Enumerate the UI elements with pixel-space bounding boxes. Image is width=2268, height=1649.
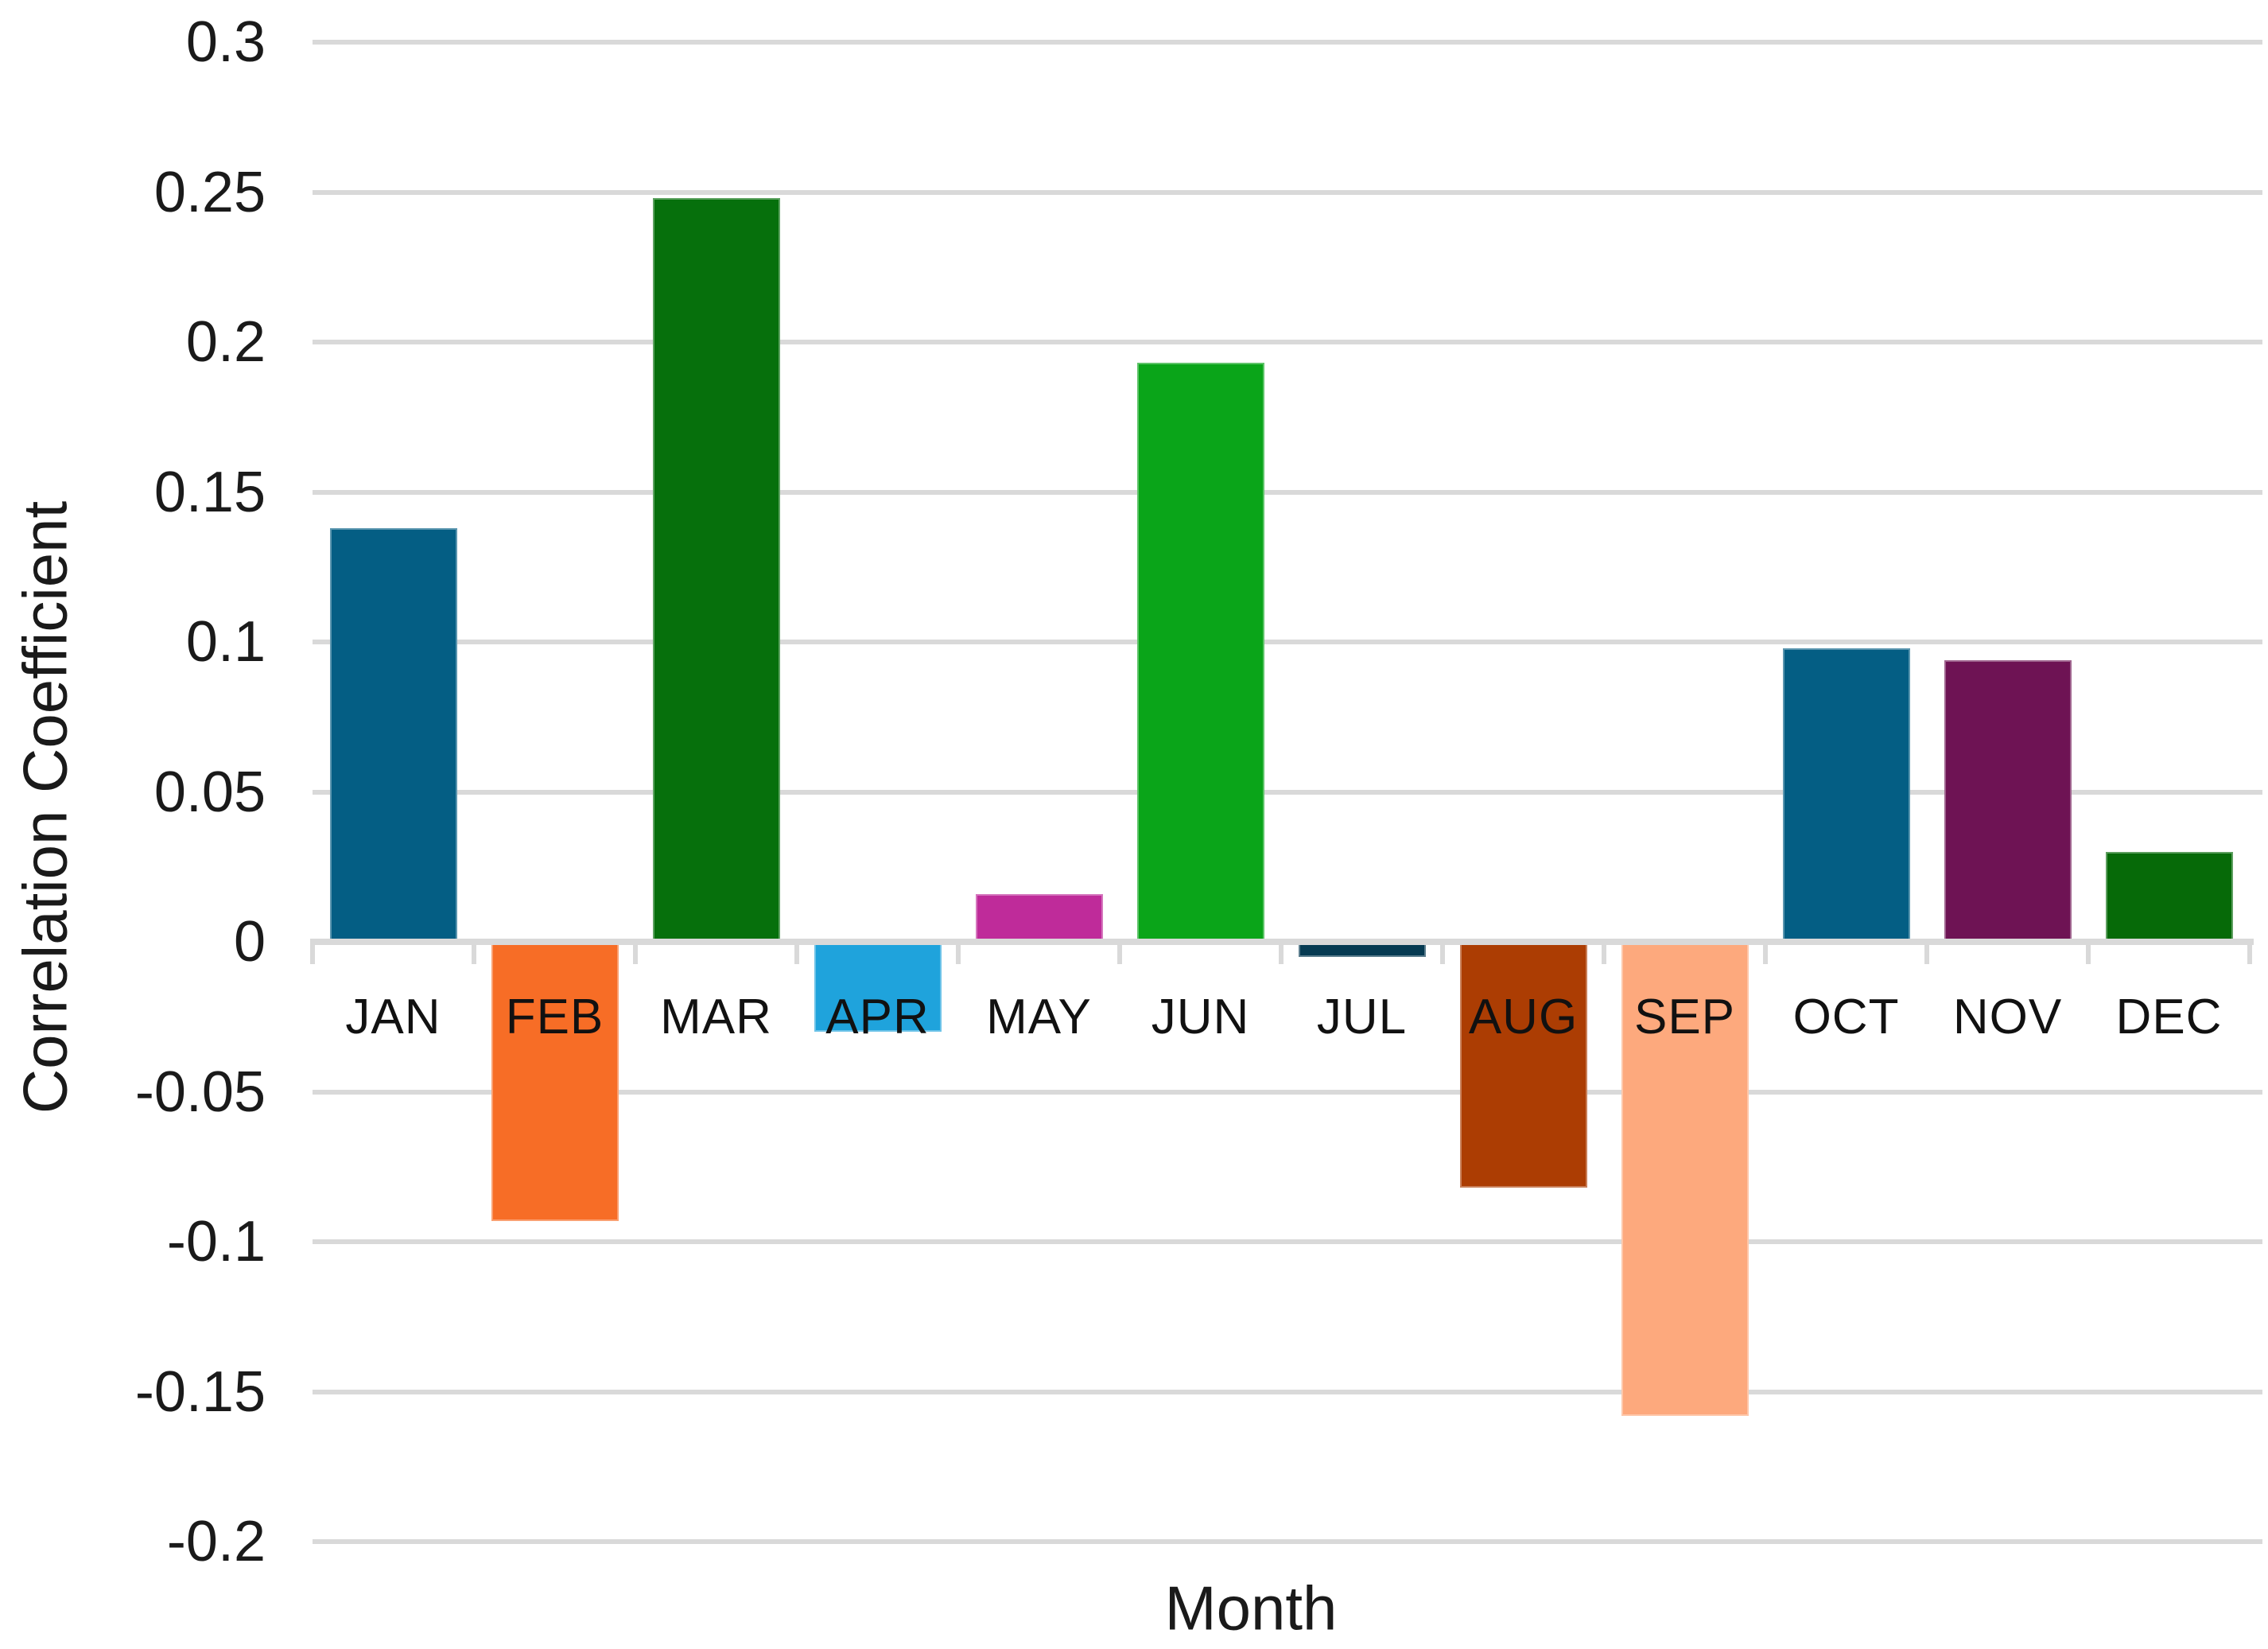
axis-tick xyxy=(956,942,961,964)
y-tick-label: 0.3 xyxy=(185,10,266,74)
gridline xyxy=(313,1389,2262,1394)
x-tick-label-apr: APR xyxy=(825,989,930,1044)
y-tick-label: 0.1 xyxy=(185,610,266,674)
gridline xyxy=(313,640,2262,644)
x-tick-label-sep: SEP xyxy=(1633,989,1736,1044)
x-tick-label-jun: JUN xyxy=(1151,989,1250,1044)
x-tick-label-oct: OCT xyxy=(1792,989,1900,1044)
gridline xyxy=(313,1539,2262,1544)
axis-tick xyxy=(1924,942,1929,964)
y-tick-label: 0.2 xyxy=(185,310,266,374)
y-tick-label: 0.05 xyxy=(153,760,266,824)
gridline xyxy=(313,40,2262,45)
y-tick-label: -0.1 xyxy=(166,1210,266,1274)
x-tick-label-jan: JAN xyxy=(345,989,441,1044)
axis-tick xyxy=(1440,942,1445,964)
x-tick-label-nov: NOV xyxy=(1952,989,2063,1044)
bar-nov xyxy=(1944,659,2072,942)
bar-aug xyxy=(1459,942,1587,1188)
axis-tick xyxy=(1117,942,1122,964)
gridline xyxy=(313,1089,2262,1095)
bar-dec xyxy=(2105,851,2233,942)
x-tick-label-may: MAY xyxy=(986,989,1092,1044)
bar-may xyxy=(975,893,1103,942)
y-tick-label: -0.2 xyxy=(166,1510,266,1573)
x-tick-label-jul: JUL xyxy=(1316,989,1408,1044)
bar-jun xyxy=(1136,363,1264,942)
axis-tick xyxy=(1602,942,1606,964)
gridline xyxy=(313,789,2262,795)
y-tick-label: 0.15 xyxy=(153,460,266,524)
x-axis-title: Month xyxy=(1164,1573,1338,1643)
bar-mar xyxy=(652,198,780,942)
gridline xyxy=(313,489,2262,495)
y-tick-label: 0 xyxy=(233,910,266,974)
y-tick-label: -0.05 xyxy=(134,1060,266,1124)
gridline xyxy=(313,1239,2262,1244)
x-tick-label-aug: AUG xyxy=(1468,989,1579,1044)
bar-apr xyxy=(814,942,942,1033)
y-tick-label: -0.15 xyxy=(134,1359,266,1424)
axis-tick xyxy=(2086,942,2091,964)
x-tick-label-feb: FEB xyxy=(505,989,604,1044)
y-tick-label: 0.25 xyxy=(153,160,266,224)
axis-tick xyxy=(1279,942,1284,964)
axis-tick xyxy=(633,942,638,964)
gridline xyxy=(313,340,2262,344)
bar-feb xyxy=(491,942,619,1221)
axis-tick xyxy=(1763,942,1768,964)
axis-tick xyxy=(794,942,799,964)
axis-tick xyxy=(310,942,315,964)
bar-oct xyxy=(1782,648,1910,942)
bar-sep xyxy=(1621,942,1749,1416)
x-axis-line xyxy=(310,939,2254,945)
gridline xyxy=(313,189,2262,195)
bar-jan xyxy=(329,527,457,942)
x-tick-label-dec: DEC xyxy=(2115,989,2223,1044)
axis-tick xyxy=(2247,942,2252,964)
axis-tick xyxy=(472,942,476,964)
x-tick-label-mar: MAR xyxy=(660,989,772,1044)
